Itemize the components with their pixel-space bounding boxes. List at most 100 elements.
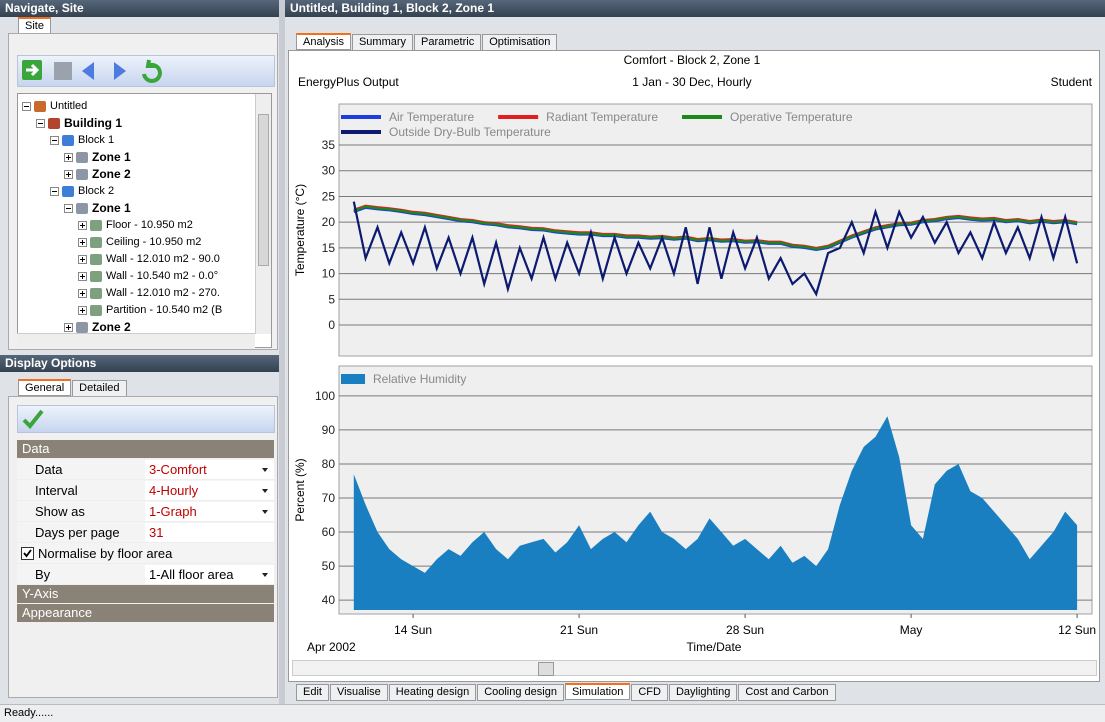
y-tick-label: 0 — [328, 318, 335, 332]
tree-label: Floor - 10.950 m2 — [106, 219, 193, 231]
chart-user: Student — [1051, 75, 1093, 89]
tab[interactable]: Edit — [296, 684, 329, 701]
tree-label: Zone 2 — [92, 167, 131, 181]
expander[interactable] — [78, 272, 87, 281]
grid-button[interactable] — [54, 62, 72, 80]
dropdown-arrow[interactable] — [262, 572, 268, 577]
tab[interactable]: Detailed — [72, 380, 127, 397]
line — [352, 201, 1079, 297]
tree-icon — [76, 322, 88, 333]
tree-row[interactable]: Floor - 10.950 m2 — [18, 217, 271, 234]
site-tree: Untitled Building 1 Block 1 Zone 1 Zone 2 Blo… — [17, 93, 272, 348]
expander[interactable] — [64, 204, 73, 213]
expander[interactable] — [36, 119, 45, 128]
tab[interactable]: Daylighting — [668, 684, 738, 701]
expander[interactable] — [78, 255, 87, 264]
dropdown-arrow[interactable] — [262, 509, 268, 514]
charts: Comfort - Block 2, Zone 1 EnergyPlus Outp… — [293, 53, 1096, 654]
tree-row[interactable]: Wall - 12.010 m2 - 90.0 — [18, 251, 271, 268]
tree-label: Zone 1 — [92, 150, 131, 164]
scroll-thumb[interactable] — [258, 114, 269, 266]
tab[interactable]: Analysis — [296, 33, 351, 50]
checkbox[interactable] — [21, 546, 34, 560]
tab[interactable]: Summary — [351, 34, 414, 51]
tab[interactable]: Simulation — [564, 683, 631, 700]
dropdown-arrow[interactable] — [262, 467, 268, 472]
chart-period: 1 Jan - 30 Dec, Hourly — [632, 75, 751, 89]
tree-row[interactable]: Partition - 10.540 m2 (B — [18, 302, 271, 319]
expander[interactable] — [64, 153, 73, 162]
tab-strip: General Detailed — [18, 379, 128, 397]
tree-row[interactable]: Zone 2 — [18, 319, 271, 336]
expander[interactable] — [78, 221, 87, 230]
tree-icon — [76, 169, 88, 180]
tab[interactable]: General — [18, 379, 72, 396]
tree-row[interactable]: Wall - 10.540 m2 - 0.0° — [18, 268, 271, 285]
tree-label: Wall - 12.010 m2 - 90.0 — [106, 253, 220, 265]
x-start-label: Apr 2002 — [307, 640, 356, 654]
property-value[interactable]: 31 — [145, 522, 274, 542]
property-value[interactable]: 1-Graph — [145, 501, 274, 521]
x-tick-label: 28 Sun — [726, 623, 764, 637]
y-tick-label: 25 — [322, 189, 336, 203]
property-value[interactable]: 4-Hourly — [145, 480, 274, 500]
time-scrollbar[interactable] — [292, 660, 1097, 676]
expander[interactable] — [50, 136, 59, 145]
value-text: 3-Comfort — [149, 461, 207, 477]
legend-label: Operative Temperature — [730, 110, 853, 124]
tree-label: Block 2 — [78, 185, 115, 197]
expander[interactable] — [50, 187, 59, 196]
refresh-button[interactable] — [142, 59, 162, 83]
property-row: By 1-All floor area — [17, 564, 274, 585]
y-tick-label: 40 — [322, 593, 336, 607]
section-header[interactable]: Data — [17, 440, 274, 458]
tree-row[interactable]: Zone 1 — [18, 149, 271, 166]
property-row: Data 3-Comfort — [17, 459, 274, 480]
line — [353, 205, 1078, 251]
section-header[interactable]: Y-Axis — [17, 585, 274, 603]
expander[interactable] — [64, 323, 73, 332]
property-value[interactable]: 3-Comfort — [145, 459, 274, 479]
tree-icon — [90, 254, 102, 265]
tab[interactable]: Optimisation — [482, 34, 558, 51]
tree-row[interactable]: Block 1 — [18, 132, 271, 149]
panel-title: Navigate, Site — [0, 0, 279, 17]
tab[interactable]: Cost and Carbon — [738, 684, 836, 701]
value-text: 4-Hourly — [149, 482, 199, 498]
tree-row[interactable]: Ceiling - 10.950 m2 — [18, 234, 271, 251]
expander[interactable] — [78, 238, 87, 247]
tree-hscrollbar[interactable] — [17, 333, 255, 348]
legend-swatch — [341, 374, 365, 384]
tab[interactable]: Visualise — [329, 684, 388, 701]
apply-button[interactable] — [18, 406, 48, 432]
status-bar: Ready...... — [0, 704, 1105, 722]
tab[interactable]: Cooling design — [477, 684, 564, 701]
expander[interactable] — [64, 170, 73, 179]
tree-row[interactable]: Building 1 — [18, 115, 271, 132]
property-label: Interval — [35, 482, 78, 498]
expander[interactable] — [22, 102, 31, 111]
tree-row[interactable]: Zone 1 — [18, 200, 271, 217]
scroll-thumb[interactable] — [538, 662, 554, 676]
expander[interactable] — [78, 289, 87, 298]
tree-scrollbar[interactable] — [255, 94, 271, 334]
tree-row[interactable]: Wall - 12.010 m2 - 270. — [18, 285, 271, 302]
y-tick-label: 35 — [322, 138, 336, 152]
property-label: Data — [35, 461, 63, 477]
dropdown-arrow[interactable] — [262, 488, 268, 493]
section-header[interactable]: Appearance — [17, 604, 274, 622]
back-button[interactable] — [82, 62, 94, 80]
tree-row[interactable]: Untitled — [18, 98, 271, 115]
property-label: Normalise by floor area — [38, 545, 173, 561]
expander[interactable] — [78, 306, 87, 315]
tab[interactable]: Heating design — [388, 684, 477, 701]
tab[interactable]: Parametric — [414, 34, 482, 51]
splitter[interactable] — [279, 0, 285, 704]
property-value[interactable]: 1-All floor area — [145, 564, 274, 584]
tree-row[interactable]: Zone 2 — [18, 166, 271, 183]
forward-button[interactable] — [114, 62, 126, 80]
chart-source: EnergyPlus Output — [298, 75, 399, 89]
tab[interactable]: Site — [18, 17, 51, 34]
tree-row[interactable]: Block 2 — [18, 183, 271, 200]
tab[interactable]: CFD — [631, 684, 668, 701]
